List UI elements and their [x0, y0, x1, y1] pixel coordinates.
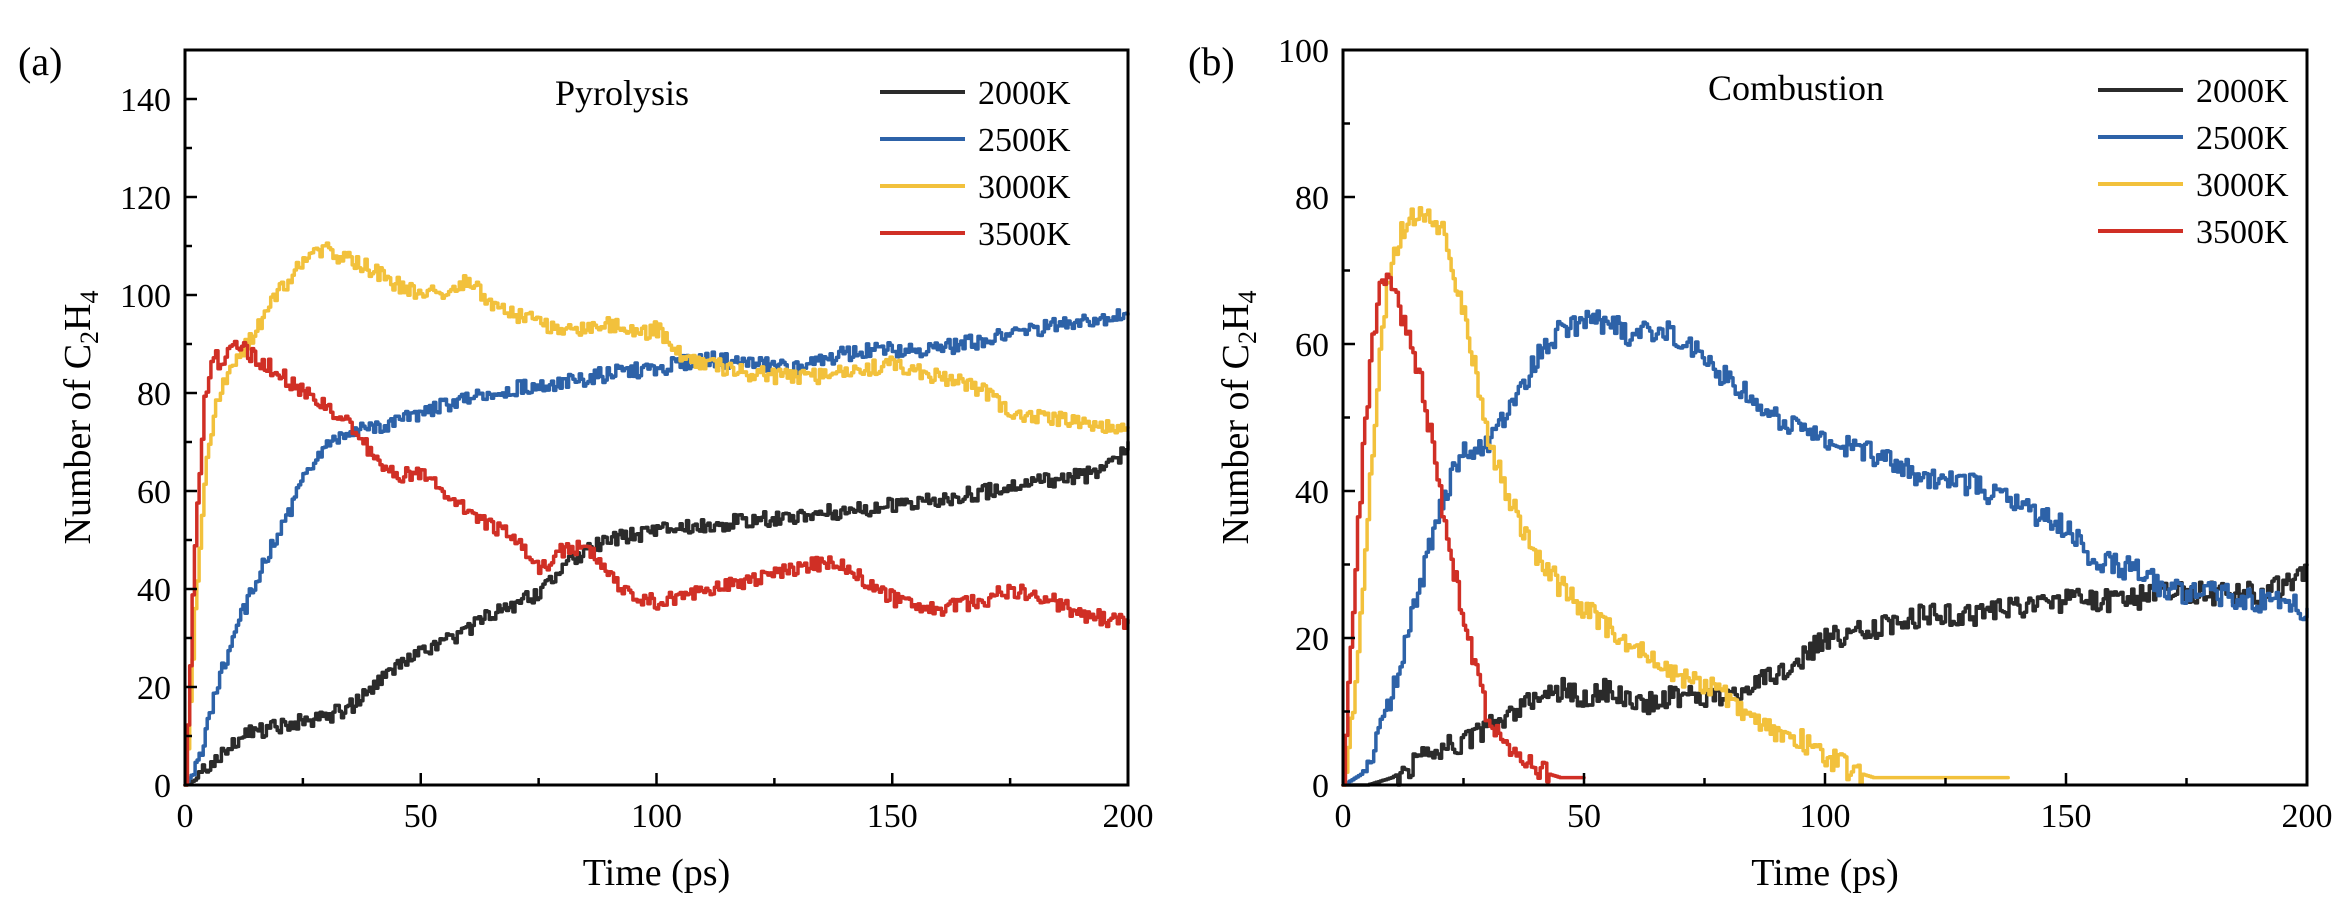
x-tick-label: 0	[1335, 798, 1352, 835]
y-tick-label: 100	[1278, 33, 1329, 70]
series-line-3500K	[183, 339, 1130, 787]
y-axis-title-part: Number of C	[57, 344, 99, 545]
x-tick-label: 200	[2282, 798, 2333, 835]
series-line-2500K	[183, 308, 1130, 787]
legend-label: 2000K	[2196, 73, 2289, 110]
y-tick-label: 80	[137, 376, 171, 413]
plot-frame	[183, 48, 1130, 787]
y-tick-label: 60	[137, 474, 171, 511]
y-tick-label: 100	[120, 278, 171, 315]
legend-label: 3500K	[2196, 214, 2289, 251]
y-axis-title-subscript: 4	[1233, 291, 1262, 304]
legend-label: 3000K	[2196, 167, 2289, 204]
series-line-3500K	[1341, 272, 1586, 787]
y-tick-label: 0	[154, 768, 171, 805]
x-tick-label: 200	[1103, 798, 1154, 835]
y-axis-title-part: H	[57, 304, 99, 331]
y-axis-title: Number of C2H4	[57, 291, 104, 545]
y-tick-label: 140	[120, 82, 171, 119]
chart-panel-a: 0 50 100 150 200 0 20 40 60 80 100 120 140 Time (ps) N…	[18, 39, 1154, 894]
chart-panel-b: 0 50 100 150 200 0 20 40 60 80 100 Time (ps) Number …	[1188, 33, 2333, 894]
x-tick-label: 100	[631, 798, 682, 835]
y-tick-label: 120	[120, 180, 171, 217]
x-axis-title: Time (ps)	[1751, 852, 1898, 894]
y-tick-label: 20	[137, 670, 171, 707]
legend-label: 2000K	[978, 75, 1071, 112]
series-line-2000K	[183, 440, 1130, 787]
chart-annotation: Pyrolysis	[555, 73, 689, 113]
y-tick-label: 40	[1295, 474, 1329, 511]
legend: 2000K 2500K 3000K 3500K	[880, 75, 1071, 253]
y-tick-label: 80	[1295, 180, 1329, 217]
legend: 2000K 2500K 3000K 3500K	[2098, 73, 2289, 251]
panel-label: (a)	[18, 39, 62, 84]
y-axis-title-subscript: 2	[1233, 331, 1262, 344]
x-tick-label: 150	[867, 798, 918, 835]
x-tick-label: 0	[177, 798, 194, 835]
legend-label: 2500K	[978, 122, 1071, 159]
y-axis-title-part: Number of C	[1215, 344, 1257, 545]
y-tick-label: 40	[137, 572, 171, 609]
x-tick-label: 50	[1567, 798, 1601, 835]
legend-label: 3500K	[978, 216, 1071, 253]
y-axis-title-subscript: 4	[75, 291, 104, 304]
y-tick-label: 60	[1295, 327, 1329, 364]
series-line-2000K	[1341, 562, 2309, 787]
x-tick-label: 150	[2041, 798, 2092, 835]
series-line-3000K	[1341, 205, 2010, 787]
y-axis-title-subscript: 2	[75, 331, 104, 344]
series-line-3000K	[183, 241, 1130, 787]
legend-label: 3000K	[978, 169, 1071, 206]
plot-frame	[1341, 48, 2309, 787]
y-axis-title: Number of C2H4	[1215, 291, 1262, 545]
legend-label: 2500K	[2196, 120, 2289, 157]
panel-label: (b)	[1188, 39, 1235, 84]
y-tick-label: 20	[1295, 621, 1329, 658]
chart-annotation: Combustion	[1708, 68, 1884, 108]
x-tick-label: 100	[1800, 798, 1851, 835]
y-tick-label: 0	[1312, 768, 1329, 805]
x-axis-title: Time (ps)	[583, 852, 730, 894]
series-line-2500K	[1341, 309, 2309, 787]
y-axis-title-part: H	[1215, 304, 1257, 331]
x-tick-label: 50	[404, 798, 438, 835]
